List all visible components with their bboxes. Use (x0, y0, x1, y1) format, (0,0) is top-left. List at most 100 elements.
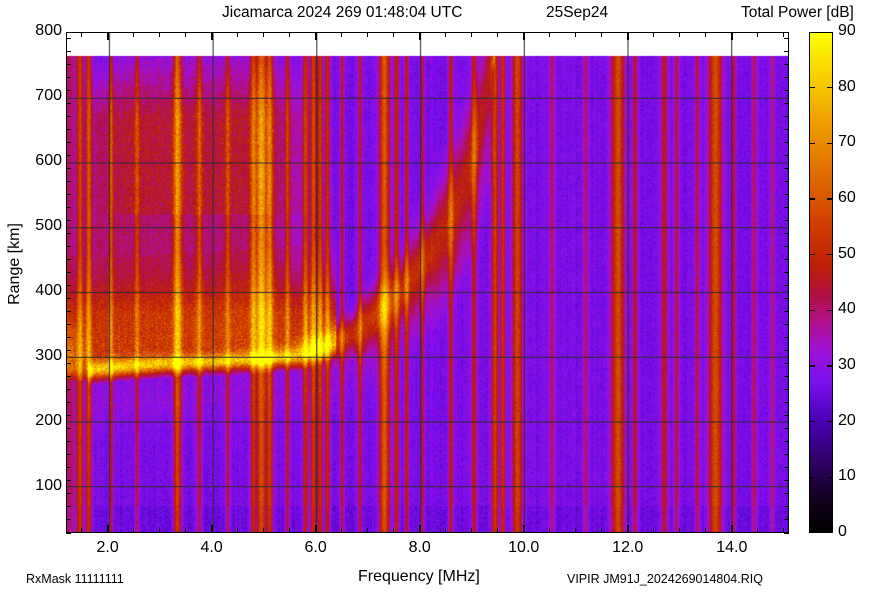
x-minor-tick (367, 528, 369, 533)
y-tick-label: 400 (35, 282, 62, 300)
x-minor-tick (393, 528, 395, 533)
x-minor-tick (237, 528, 239, 533)
y-minor-tick-right (784, 363, 789, 365)
x-minor-tick (185, 528, 187, 533)
x-major-tick (107, 525, 109, 533)
x-minor-tick (133, 528, 135, 533)
x-major-tick (627, 525, 629, 533)
x-minor-tick-top (445, 32, 447, 37)
x-minor-tick (263, 528, 265, 533)
x-tick-label: 12.0 (612, 539, 644, 556)
colorbar-tick-label: 90 (838, 22, 856, 39)
x-minor-tick-top (549, 32, 551, 37)
y-minor-tick-right (784, 376, 789, 378)
y-minor-tick (66, 389, 71, 391)
x-major-tick (523, 525, 525, 533)
y-minor-tick-right (784, 116, 789, 118)
y-minor-tick-right (784, 402, 789, 404)
x-tick-label: 6.0 (304, 539, 327, 556)
ionogram-heatmap-canvas (67, 33, 788, 532)
colorbar-tick-left (809, 253, 815, 256)
colorbar-tick-left (809, 476, 815, 479)
y-minor-tick (66, 233, 71, 235)
x-minor-tick (471, 528, 473, 533)
colorbar-tick-right (827, 309, 833, 312)
y-minor-tick (66, 480, 71, 482)
x-major-tick (211, 525, 213, 533)
y-minor-tick-right (784, 415, 789, 417)
x-minor-tick (783, 528, 785, 533)
y-minor-tick (66, 285, 71, 287)
colorbar-tick-label: 40 (838, 300, 856, 318)
x-minor-tick (497, 528, 499, 533)
y-minor-tick (66, 129, 71, 131)
x-minor-tick-top (679, 32, 681, 37)
y-tick-label: 700 (35, 87, 62, 105)
x-minor-tick-top (497, 32, 499, 37)
y-minor-tick-right (784, 207, 789, 209)
y-minor-tick-right (784, 506, 789, 508)
y-minor-tick (66, 168, 71, 170)
x-minor-tick-top (393, 32, 395, 37)
y-tick-label: 600 (35, 152, 62, 170)
x-minor-tick-top (237, 32, 239, 37)
y-minor-tick-right (784, 493, 789, 495)
y-minor-tick (66, 272, 71, 274)
y-minor-tick-right (784, 285, 789, 287)
ionogram-plot-area (66, 32, 789, 533)
colorbar-tick-right (827, 253, 833, 256)
y-minor-tick-right (784, 467, 789, 469)
y-tick-label: 500 (35, 217, 62, 235)
y-minor-tick (66, 51, 71, 53)
y-tick-label: 200 (35, 412, 62, 430)
y-tick-label: 800 (35, 22, 62, 39)
x-minor-tick-top (289, 32, 291, 37)
x-major-tick-top (419, 32, 421, 40)
y-minor-tick-right (784, 298, 789, 300)
x-minor-tick (705, 528, 707, 533)
colorbar-title: Total Power [dB] (741, 4, 854, 21)
y-minor-tick (66, 415, 71, 417)
y-minor-tick (66, 220, 71, 222)
x-major-tick-top (523, 32, 525, 40)
y-minor-tick-right (784, 259, 789, 261)
x-major-tick-top (315, 32, 317, 40)
rxmask-label: RxMask 11111111 (26, 572, 124, 586)
y-minor-tick (66, 298, 71, 300)
y-tick-label: 100 (35, 477, 62, 495)
page-title: Jicamarca 2024 269 01:48:04 UTC (222, 4, 463, 21)
y-minor-tick-right (784, 519, 789, 521)
x-minor-tick-top (341, 32, 343, 37)
colorbar-tick-left (809, 86, 815, 89)
x-minor-tick-top (757, 32, 759, 37)
x-minor-tick (289, 528, 291, 533)
colorbar-tick-left (809, 309, 815, 312)
y-minor-tick-right (784, 181, 789, 183)
y-minor-tick (66, 90, 71, 92)
x-minor-tick-top (159, 32, 161, 37)
x-axis-title: Frequency [MHz] (358, 568, 480, 585)
y-minor-tick-right (784, 51, 789, 53)
colorbar-tick-label: 0 (838, 523, 847, 540)
y-minor-tick (66, 493, 71, 495)
y-minor-tick (66, 181, 71, 183)
x-minor-tick (445, 528, 447, 533)
y-minor-tick (66, 77, 71, 79)
colorbar-tick-label: 70 (838, 133, 856, 151)
colorbar-tick-label: 30 (838, 356, 856, 373)
x-minor-tick-top (653, 32, 655, 37)
x-major-tick-top (627, 32, 629, 40)
y-minor-tick-right (784, 233, 789, 235)
y-minor-tick-right (784, 428, 789, 430)
y-minor-tick-right (784, 350, 789, 352)
y-minor-tick (66, 454, 71, 456)
y-minor-tick (66, 428, 71, 430)
x-minor-tick-top (367, 32, 369, 37)
x-minor-tick (679, 528, 681, 533)
y-minor-tick-right (784, 454, 789, 456)
source-file-label: VIPIR JM91J_2024269014804.RIQ (567, 572, 763, 586)
colorbar-tick-right (827, 420, 833, 423)
y-minor-tick (66, 350, 71, 352)
y-minor-tick (66, 246, 71, 248)
x-minor-tick (601, 528, 603, 533)
